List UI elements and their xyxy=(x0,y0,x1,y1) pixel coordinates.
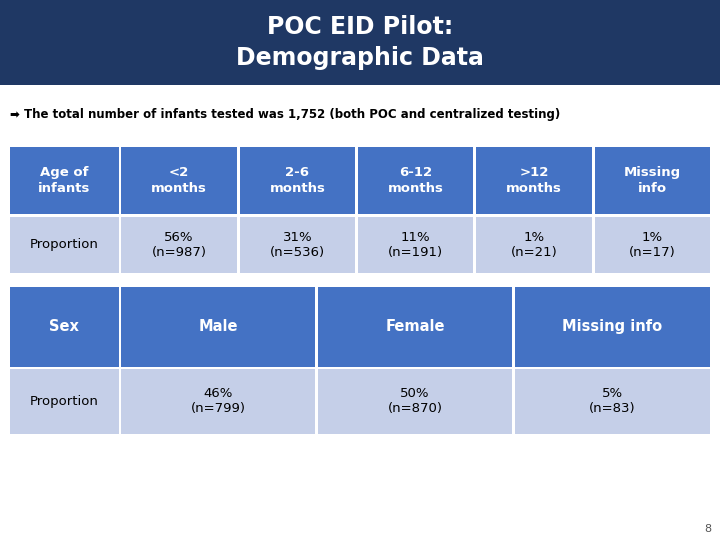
Text: Age of
infants: Age of infants xyxy=(38,166,91,195)
FancyBboxPatch shape xyxy=(10,369,119,434)
FancyBboxPatch shape xyxy=(515,287,710,367)
Text: Proportion: Proportion xyxy=(30,238,99,252)
Text: ➡ The total number of infants tested was 1,752 (both POC and centralized testing: ➡ The total number of infants tested was… xyxy=(10,108,560,121)
Text: Female: Female xyxy=(385,319,445,334)
FancyBboxPatch shape xyxy=(318,287,512,367)
Text: 1%
(n=21): 1% (n=21) xyxy=(510,231,557,259)
FancyBboxPatch shape xyxy=(476,147,592,214)
Text: 56%
(n=987): 56% (n=987) xyxy=(152,231,207,259)
Text: 31%
(n=536): 31% (n=536) xyxy=(270,231,325,259)
FancyBboxPatch shape xyxy=(10,287,119,367)
Text: 5%
(n=83): 5% (n=83) xyxy=(589,387,636,415)
Text: 8: 8 xyxy=(704,523,711,534)
FancyBboxPatch shape xyxy=(122,147,237,214)
FancyBboxPatch shape xyxy=(595,147,710,214)
Text: 1%
(n=17): 1% (n=17) xyxy=(629,231,675,259)
Text: Proportion: Proportion xyxy=(30,395,99,408)
Text: Male: Male xyxy=(199,319,238,334)
Text: 50%
(n=870): 50% (n=870) xyxy=(387,387,443,415)
Text: 11%
(n=191): 11% (n=191) xyxy=(388,231,444,259)
FancyBboxPatch shape xyxy=(476,217,592,273)
Text: POC EID Pilot:
Demographic Data: POC EID Pilot: Demographic Data xyxy=(236,15,484,70)
Text: >12
months: >12 months xyxy=(506,166,562,195)
FancyBboxPatch shape xyxy=(240,147,355,214)
Text: 6-12
months: 6-12 months xyxy=(388,166,444,195)
FancyBboxPatch shape xyxy=(10,147,119,214)
FancyBboxPatch shape xyxy=(515,369,710,434)
Text: Missing
info: Missing info xyxy=(624,166,681,195)
FancyBboxPatch shape xyxy=(318,369,512,434)
Text: Sex: Sex xyxy=(50,319,79,334)
FancyBboxPatch shape xyxy=(122,287,315,367)
FancyBboxPatch shape xyxy=(595,217,710,273)
Text: 46%
(n=799): 46% (n=799) xyxy=(191,387,246,415)
FancyBboxPatch shape xyxy=(10,217,119,273)
FancyBboxPatch shape xyxy=(240,217,355,273)
Text: 2-6
months: 2-6 months xyxy=(269,166,325,195)
FancyBboxPatch shape xyxy=(122,369,315,434)
Text: Missing info: Missing info xyxy=(562,319,662,334)
FancyBboxPatch shape xyxy=(358,217,473,273)
FancyBboxPatch shape xyxy=(122,217,237,273)
Text: <2
months: <2 months xyxy=(151,166,207,195)
FancyBboxPatch shape xyxy=(0,0,720,85)
FancyBboxPatch shape xyxy=(358,147,473,214)
